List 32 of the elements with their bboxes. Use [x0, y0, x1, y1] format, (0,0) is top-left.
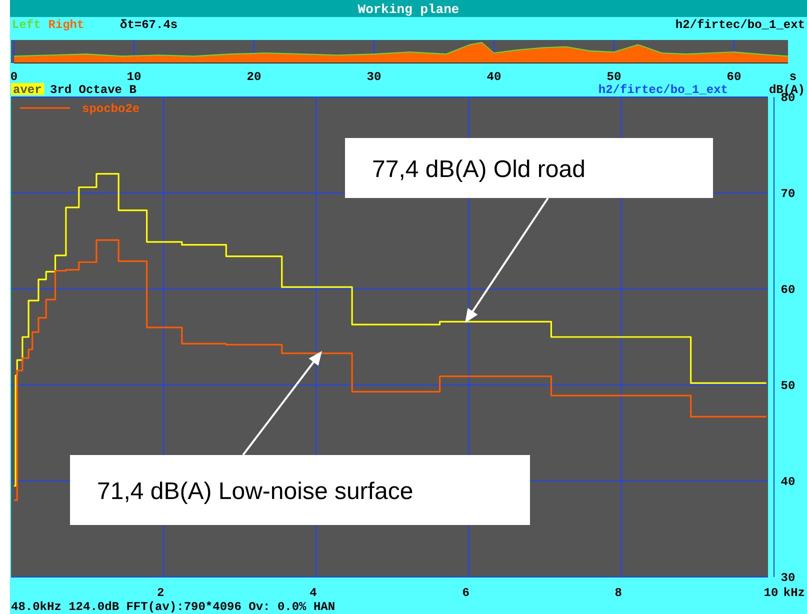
text: 48.0kHz 124.0dB FFT(av):790*4096 Ov: 0.0% HAN — [11, 600, 336, 614]
x-tick-label: 30 — [366, 70, 382, 84]
x-axis-title: s — [789, 70, 797, 84]
x-tick-label: 10 — [126, 70, 142, 84]
x-tick-label: 60 — [726, 70, 742, 84]
x-tick-label: 6 — [462, 586, 470, 600]
text: h2/firtec/bo_1_ext — [675, 18, 805, 32]
annotation: 77,4 dB(A) Old road — [372, 156, 586, 183]
y-tick-label: 50 — [780, 379, 796, 393]
y-tick-label: 40 — [780, 475, 796, 489]
annotation: 71,4 dB(A) Low-noise surface — [97, 478, 414, 505]
x-tick-label: 8 — [614, 586, 622, 600]
chart-subtitle: 3rd Octave B — [50, 83, 136, 97]
x-tick-label: 0 — [10, 70, 18, 84]
legend-label: spocbo2e — [82, 102, 140, 116]
x-tick-label: 50 — [606, 70, 622, 84]
x-axis-title: kHz — [783, 586, 805, 600]
text: δt=67.4s — [120, 18, 178, 32]
annotation: h2/firtec/bo_1_ext — [598, 83, 728, 97]
y-tick-label: 30 — [780, 571, 796, 585]
x-tick-label: 40 — [486, 70, 502, 84]
x-tick-label: 4 — [310, 586, 317, 600]
series-label: Left — [12, 18, 41, 32]
series-label: Right — [48, 18, 84, 32]
x-tick-label: 20 — [246, 70, 262, 84]
y-tick-label: 70 — [780, 187, 796, 201]
y-axis-title: dB(A) — [768, 83, 805, 97]
x-tick-label: 10 — [764, 586, 778, 600]
y-tick-label: 60 — [780, 283, 796, 297]
x-tick-label: 2 — [157, 586, 164, 600]
chart-title: Working plane — [358, 2, 460, 17]
text: aver — [13, 83, 42, 97]
